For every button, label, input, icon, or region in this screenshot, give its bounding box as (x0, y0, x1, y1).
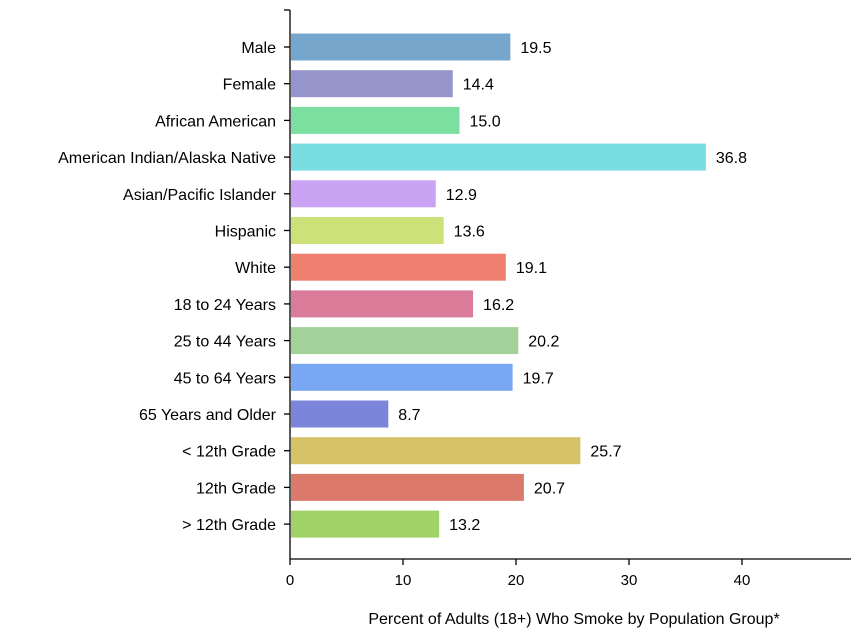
category-label: 65 Years and Older (139, 407, 277, 424)
value-label: 13.6 (454, 224, 485, 241)
category-label: 25 to 44 Years (174, 334, 276, 351)
bar (291, 510, 440, 538)
category-label: White (235, 260, 276, 277)
bar (291, 33, 511, 61)
value-label: 36.8 (716, 150, 747, 167)
bar (291, 217, 444, 244)
bar (291, 437, 581, 465)
value-label: 19.5 (520, 40, 551, 57)
value-label: 19.7 (523, 370, 554, 387)
x-tick-label: 0 (286, 572, 294, 589)
bar (291, 143, 706, 171)
axes-layer: 0 10 20 30 40 Male Female African American Ameri… (58, 9, 851, 589)
bar (291, 363, 513, 391)
category-label: American Indian/Alaska Native (58, 150, 276, 167)
bar (291, 70, 453, 98)
bar (291, 400, 389, 428)
category-label: 12th Grade (196, 480, 276, 497)
bar (291, 327, 519, 355)
category-label: Male (241, 40, 276, 57)
value-label: 16.2 (483, 297, 514, 314)
bar (291, 253, 506, 281)
value-label: 25.7 (590, 444, 621, 461)
value-label: 13.2 (449, 517, 480, 534)
category-label: Asian/Pacific Islander (123, 187, 277, 204)
bar (291, 180, 436, 208)
bars-layer: 19.5 14.4 15.0 36.8 12.9 13.6 19.1 16.2 20.2 19.7… (291, 33, 747, 538)
x-axis-title: Percent of Adults (18+) Who Smoke by Pop… (368, 611, 779, 628)
category-label: 45 to 64 Years (174, 370, 276, 387)
category-label: < 12th Grade (182, 444, 276, 461)
category-label: Female (223, 77, 276, 94)
bar (291, 106, 460, 134)
value-label: 20.7 (534, 480, 565, 497)
bar (291, 473, 524, 501)
value-label: 12.9 (446, 187, 477, 204)
x-tick-label: 10 (395, 572, 412, 589)
value-label: 20.2 (528, 334, 559, 351)
category-label: 18 to 24 Years (174, 297, 276, 314)
bar (291, 290, 474, 318)
value-label: 15.0 (470, 113, 501, 130)
x-tick-label: 30 (621, 572, 638, 589)
category-label: African American (155, 113, 276, 130)
category-label: > 12th Grade (182, 517, 276, 534)
value-label: 19.1 (516, 260, 547, 277)
category-label: Hispanic (215, 224, 276, 241)
value-label: 14.4 (463, 77, 494, 94)
x-tick-label: 40 (734, 572, 751, 589)
x-tick-label: 20 (508, 572, 525, 589)
value-label: 8.7 (398, 407, 420, 424)
